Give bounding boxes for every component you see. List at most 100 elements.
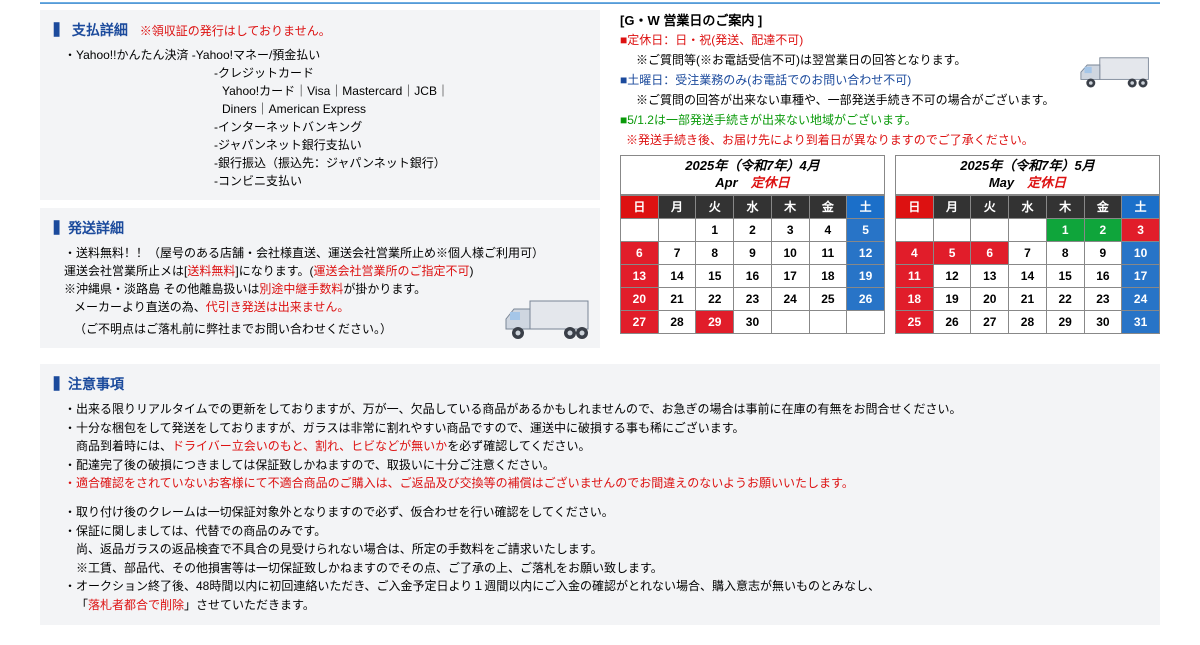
calendar-day: 17 xyxy=(771,264,809,287)
top-divider xyxy=(40,2,1160,4)
calendar-day: 5 xyxy=(847,218,885,241)
calendar-day: 6 xyxy=(971,241,1009,264)
calendar-day xyxy=(847,310,885,333)
calendar-day: 19 xyxy=(933,287,971,310)
attn-line: 「落札者都合で削除」させていただきます。 xyxy=(76,596,1146,615)
gw-notice-block: [G・W 営業日のご案内 ] 定休日：日・祝(発送、配達不可) ※ご質問等(※お… xyxy=(620,10,1160,149)
calendar-dow: 土 xyxy=(1122,195,1160,218)
attn-line: 商品到着時には、ドライバー立会いのもと、割れ、ヒビなどが無いかを必ず確認してくだ… xyxy=(76,437,1146,456)
calendar-day: 25 xyxy=(809,287,847,310)
calendar-day: 19 xyxy=(847,264,885,287)
calendar-day: 3 xyxy=(771,218,809,241)
calendar-dow: 金 xyxy=(1084,195,1122,218)
calendar-dow: 木 xyxy=(771,195,809,218)
calendar-title: 2025年（令和7年）5月 May 定休日 xyxy=(895,155,1160,195)
calendar-day: 25 xyxy=(896,310,934,333)
calendar-day: 28 xyxy=(1009,310,1047,333)
calendar-april: 2025年（令和7年）4月 Apr 定休日 日月火水木金土12345678910… xyxy=(620,155,885,334)
gw-title: [G・W 営業日のご案内 ] xyxy=(620,10,1160,29)
attn-line: ・十分な梱包をして発送をしておりますが、ガラスは非常に割れやすい商品ですので、運… xyxy=(64,419,1146,438)
calendar-dow: 水 xyxy=(1009,195,1047,218)
receipt-note: ※領収証の発行はしておりません。 xyxy=(140,24,331,38)
calendar-dow: 金 xyxy=(809,195,847,218)
payment-lines: ・Yahoo!!かんたん決済 -Yahoo!マネー/預金払い -クレジットカード… xyxy=(54,46,586,190)
calendar-table: 日月火水木金土123456789101112131415161718192021… xyxy=(620,195,885,334)
calendar-day: 30 xyxy=(734,310,772,333)
calendar-day xyxy=(933,218,971,241)
pay-line: Yahoo!カード｜Visa｜Mastercard｜JCB｜ xyxy=(222,82,586,100)
calendar-day: 2 xyxy=(734,218,772,241)
calendar-day xyxy=(621,218,659,241)
calendar-day: 22 xyxy=(1046,287,1084,310)
calendar-day: 13 xyxy=(971,264,1009,287)
gw-line: 土曜日：受注業務のみ(お電話でのお問い合わせ不可) xyxy=(620,71,1160,89)
pay-line: -コンビニ支払い xyxy=(214,172,586,190)
right-column: [G・W 営業日のご案内 ] 定休日：日・祝(発送、配達不可) ※ご質問等(※お… xyxy=(600,10,1160,356)
calendar-day: 29 xyxy=(696,310,734,333)
payment-section: 支払詳細 ※領収証の発行はしておりません。 ・Yahoo!!かんたん決済 -Ya… xyxy=(40,10,600,200)
main-container: 支払詳細 ※領収証の発行はしておりません。 ・Yahoo!!かんたん決済 -Ya… xyxy=(0,10,1200,356)
calendar-day: 5 xyxy=(933,241,971,264)
calendar-day: 17 xyxy=(1122,264,1160,287)
calendar-day xyxy=(809,310,847,333)
calendar-day: 9 xyxy=(1084,241,1122,264)
calendar-day: 20 xyxy=(621,287,659,310)
calendar-dow: 木 xyxy=(1046,195,1084,218)
ship-line: ・送料無料！！（屋号のある店舗・会社様直送、運送会社営業所止め※個人様ご利用可） xyxy=(64,244,586,262)
calendar-day: 21 xyxy=(658,287,696,310)
calendar-day: 26 xyxy=(847,287,885,310)
shipping-section: 発送詳細 ・送料無料！！（屋号のある店舗・会社様直送、運送会社営業所止め※個人様… xyxy=(40,208,600,348)
gw-line: 定休日：日・祝(発送、配達不可) xyxy=(620,31,1160,49)
calendar-title: 2025年（令和7年）4月 Apr 定休日 xyxy=(620,155,885,195)
calendar-dow: 水 xyxy=(734,195,772,218)
calendar-day: 10 xyxy=(1122,241,1160,264)
calendar-day: 9 xyxy=(734,241,772,264)
calendar-dow: 日 xyxy=(896,195,934,218)
calendar-day: 16 xyxy=(734,264,772,287)
left-column: 支払詳細 ※領収証の発行はしておりません。 ・Yahoo!!かんたん決済 -Ya… xyxy=(40,10,600,356)
attn-line: ・適合確認をされていないお客様にて不適合商品のご購入は、ご返品及び交換等の補償は… xyxy=(64,474,1146,493)
calendar-day: 27 xyxy=(971,310,1009,333)
calendar-dow: 月 xyxy=(658,195,696,218)
calendar-day: 24 xyxy=(1122,287,1160,310)
calendar-day xyxy=(971,218,1009,241)
truck-icon xyxy=(1080,54,1152,97)
attention-title: 注意事項 xyxy=(54,374,1146,394)
attn-line: ・取り付け後のクレームは一切保証対象外となりますので必ず、仮合わせを行い確認をし… xyxy=(64,503,1146,522)
payment-title: 支払詳細 ※領収証の発行はしておりません。 xyxy=(54,20,586,40)
shipping-title: 発送詳細 xyxy=(54,218,586,238)
calendar-day: 23 xyxy=(734,287,772,310)
attn-line: ・オークション終了後、48時間以内に初回連絡いただき、ご入金予定日より１週間以内… xyxy=(64,577,1146,596)
calendar-dow: 日 xyxy=(621,195,659,218)
pay-line: -クレジットカード xyxy=(214,64,586,82)
calendar-dow: 火 xyxy=(696,195,734,218)
calendar-day: 14 xyxy=(658,264,696,287)
calendar-dow: 土 xyxy=(847,195,885,218)
attn-line: 尚、返品ガラスの返品検査で不具合の見受けられない場合は、所定の手数料をご請求いた… xyxy=(76,540,1146,559)
calendar-day: 10 xyxy=(771,241,809,264)
calendar-day: 30 xyxy=(1084,310,1122,333)
calendar-day xyxy=(771,310,809,333)
calendar-dow: 火 xyxy=(971,195,1009,218)
calendar-may: 2025年（令和7年）5月 May 定休日 日月火水木金土12345678910… xyxy=(895,155,1160,334)
calendar-day: 11 xyxy=(896,264,934,287)
calendar-day: 1 xyxy=(1046,218,1084,241)
calendar-day: 16 xyxy=(1084,264,1122,287)
calendars: 2025年（令和7年）4月 Apr 定休日 日月火水木金土12345678910… xyxy=(620,155,1160,334)
ship-line: 運送会社営業所止メは[送料無料]になります。(運送会社営業所のご指定不可) xyxy=(64,262,586,280)
attn-line: ・出来る限りリアルタイムでの更新をしておりますが、万が一、欠品している商品がある… xyxy=(64,400,1146,419)
calendar-day: 8 xyxy=(696,241,734,264)
calendar-day: 11 xyxy=(809,241,847,264)
calendar-day: 27 xyxy=(621,310,659,333)
calendar-day: 12 xyxy=(847,241,885,264)
calendar-day: 3 xyxy=(1122,218,1160,241)
calendar-day xyxy=(658,218,696,241)
calendar-day: 15 xyxy=(1046,264,1084,287)
calendar-day: 28 xyxy=(658,310,696,333)
calendar-day: 18 xyxy=(896,287,934,310)
gw-line: ※発送手続き後、お届け先により到着日が異なりますのでご了承ください。 xyxy=(626,131,1160,149)
calendar-day xyxy=(1009,218,1047,241)
calendar-day: 24 xyxy=(771,287,809,310)
calendar-day: 2 xyxy=(1084,218,1122,241)
calendar-day: 20 xyxy=(971,287,1009,310)
